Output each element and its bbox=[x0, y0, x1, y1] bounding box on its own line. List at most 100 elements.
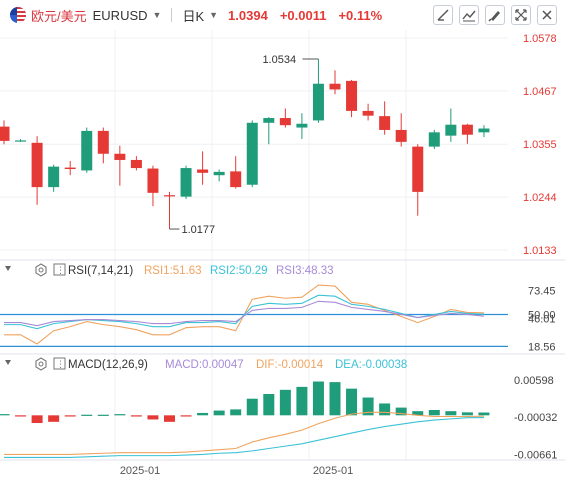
rsi-settings-icon[interactable] bbox=[35, 263, 47, 277]
candle-body bbox=[48, 166, 60, 188]
macd-histogram-bar bbox=[230, 409, 242, 416]
macd-histogram-bar bbox=[246, 398, 258, 416]
close-icon[interactable] bbox=[537, 5, 557, 25]
macd-histogram-bar bbox=[461, 412, 473, 416]
rsi-tick-label: 46.01 bbox=[528, 314, 556, 326]
candle bbox=[428, 129, 440, 150]
grid-lines bbox=[0, 30, 565, 461]
macd-legend: ⋮ MACD(12,26,9) MACD:0.00047 DIF:-0.0001… bbox=[5, 357, 407, 371]
rsi-settings-hex[interactable] bbox=[35, 263, 47, 277]
candle bbox=[114, 145, 126, 186]
candle bbox=[230, 156, 242, 189]
macd-histogram bbox=[0, 381, 490, 424]
dif-line bbox=[4, 411, 484, 455]
rsi-param-icon[interactable] bbox=[53, 263, 66, 276]
candle-body bbox=[164, 195, 175, 197]
macd-axis: 0.00598 -0.00032 -0.00661 bbox=[514, 375, 557, 462]
candle bbox=[478, 125, 490, 138]
macd-collapse-icon[interactable] bbox=[5, 360, 11, 365]
candle bbox=[279, 108, 291, 128]
eu-us-flag-icon bbox=[10, 7, 26, 23]
macd-value-legend: MACD:0.00047 bbox=[165, 359, 244, 371]
candle-body bbox=[246, 122, 258, 185]
candle bbox=[246, 120, 258, 188]
macd-histogram-bar bbox=[296, 386, 308, 416]
macd-histogram-bar bbox=[213, 410, 225, 416]
dea-legend: DEA:-0.00038 bbox=[335, 359, 407, 371]
price-tick-label: 1.0244 bbox=[523, 192, 557, 204]
rsi-tick-label: 50.00 bbox=[528, 309, 556, 321]
candle bbox=[379, 101, 391, 135]
rsi-tick-label: 18.56 bbox=[528, 341, 556, 353]
macd-param-icon[interactable] bbox=[53, 357, 66, 370]
macd-histogram-bar bbox=[48, 415, 60, 422]
macd-tick-label: -0.00032 bbox=[514, 412, 557, 424]
macd-settings-icon[interactable] bbox=[35, 357, 47, 371]
toolbar-divider bbox=[171, 8, 173, 22]
macd-settings-hex[interactable] bbox=[35, 357, 47, 371]
candle-body bbox=[180, 168, 192, 197]
rsi-collapse-caret[interactable] bbox=[5, 266, 11, 271]
candle bbox=[64, 160, 76, 176]
candle-body bbox=[312, 83, 324, 121]
candle bbox=[312, 58, 324, 123]
candle bbox=[81, 127, 93, 173]
period-selector[interactable]: 日K bbox=[182, 8, 205, 24]
symbol-name-cn[interactable]: 欧元/美元 bbox=[31, 8, 87, 24]
time-tick-label: 2025-01 bbox=[313, 465, 353, 477]
macd-histogram-bar bbox=[81, 414, 93, 416]
candle bbox=[263, 117, 275, 145]
price-change: +0.0011 bbox=[279, 7, 327, 23]
price-tick-label: 1.0578 bbox=[523, 33, 557, 45]
candle-body bbox=[15, 140, 27, 142]
candle bbox=[130, 156, 142, 171]
macd-histogram-bar bbox=[428, 409, 440, 416]
macd-histogram-bar bbox=[263, 393, 275, 416]
toolbar: 欧元/美元 EURUSD ▼ 日K ▼ 1.0394 +0.0011 +0.11… bbox=[0, 0, 565, 30]
rsi-collapse-icon[interactable] bbox=[5, 266, 11, 271]
line-draw-icon[interactable] bbox=[433, 5, 453, 25]
trend-tools-icon[interactable] bbox=[459, 5, 479, 25]
macd-histogram-bar bbox=[114, 414, 126, 416]
macd-histogram-bar bbox=[15, 415, 27, 417]
candle bbox=[48, 164, 60, 192]
symbol-dropdown-icon[interactable]: ▼ bbox=[152, 10, 162, 20]
candle-body bbox=[428, 132, 440, 147]
macd-histogram-bar bbox=[180, 415, 192, 417]
price-annotations: 1.0534 1.0177 bbox=[169, 54, 319, 236]
candle-body bbox=[279, 118, 291, 126]
candle-body bbox=[0, 126, 10, 141]
macd-histogram-bar bbox=[0, 414, 10, 416]
brush-icon[interactable] bbox=[485, 5, 505, 25]
rsi3-legend: RSI3:48.33 bbox=[276, 265, 334, 277]
dif-legend: DIF:-0.00014 bbox=[256, 359, 324, 371]
price-tick-label: 1.0355 bbox=[523, 139, 557, 151]
macd-histogram-bar bbox=[329, 382, 341, 416]
macd-settings-dot[interactable] bbox=[38, 361, 44, 367]
candle bbox=[412, 144, 424, 216]
macd-histogram-bar bbox=[395, 407, 407, 416]
rsi-settings-dot[interactable] bbox=[38, 267, 44, 273]
macd-tick-label: -0.00661 bbox=[514, 450, 557, 462]
candle-body bbox=[97, 130, 109, 154]
candle-body bbox=[296, 123, 308, 128]
candle bbox=[147, 165, 159, 207]
candle-body bbox=[230, 171, 242, 188]
period-dropdown-icon[interactable]: ▼ bbox=[209, 10, 219, 20]
rsi-title: RSI(7,14,21) bbox=[68, 265, 133, 277]
last-price: 1.0394 bbox=[228, 7, 268, 23]
rsi-legend: ⋮ RSI(7,14,21) RSI1:51.63 RSI2:50.29 RSI… bbox=[5, 263, 334, 277]
macd-lines bbox=[4, 411, 484, 458]
candle-body bbox=[81, 130, 93, 171]
macd-histogram-bar bbox=[197, 412, 209, 416]
macd-histogram-bar bbox=[312, 381, 324, 416]
fullscreen-icon[interactable] bbox=[511, 5, 531, 25]
macd-histogram-bar bbox=[164, 415, 175, 422]
candle-body bbox=[64, 167, 76, 170]
rsi-series bbox=[0, 284, 508, 347]
macd-histogram-bar bbox=[346, 388, 358, 416]
symbol-code[interactable]: EURUSD bbox=[92, 7, 148, 23]
candle bbox=[362, 103, 374, 121]
macd-tick-label: 0.00598 bbox=[514, 375, 554, 387]
